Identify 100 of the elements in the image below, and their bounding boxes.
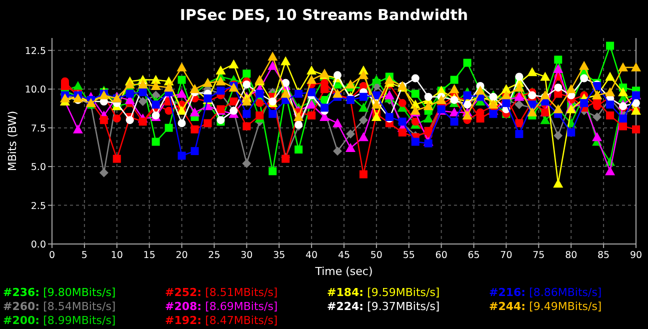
point [306,74,317,84]
point [462,110,472,120]
y-tick-label: 5.0 [30,162,46,174]
point [618,62,628,72]
point [449,107,460,116]
point [371,74,382,84]
y-axis-title: MBits (BW) [6,110,19,172]
point [60,82,69,90]
point [463,58,472,67]
x-tick-label: 65 [468,250,480,261]
point [489,110,498,118]
point [216,86,225,95]
point [176,62,187,72]
x-tick-label: 90 [630,250,642,261]
point [411,138,420,146]
point [553,178,564,188]
text: #236: [9.80MBits/s] [3,286,116,299]
point [515,72,524,81]
point [308,111,316,120]
point [294,90,303,98]
x-tick-label: 50 [370,250,382,261]
text: #244: [9.49MBits/s] [489,300,602,313]
point [126,90,134,98]
point [228,59,239,68]
point [204,119,212,128]
text: #200: [8.99MBits/s] [3,314,116,327]
point [371,112,382,121]
point [150,81,161,90]
point [306,66,317,75]
point [632,125,640,134]
point [554,131,563,140]
point [280,56,291,66]
point [332,118,343,128]
x-tick-label: 80 [565,250,578,261]
point [424,139,432,148]
point [553,64,564,73]
point [268,52,278,61]
point [554,84,562,92]
point [72,124,83,134]
point [99,168,108,178]
point [605,166,616,176]
point [138,88,147,96]
point [554,56,562,64]
y-tick-label: 0.0 [30,240,46,250]
point [463,91,472,100]
point [152,138,160,146]
point [606,100,614,109]
point [242,80,251,88]
point [346,130,355,139]
text: #224: [9.37MBits/s] [327,300,440,313]
x-tick-label: 60 [435,250,448,261]
point [126,116,134,124]
point [230,98,238,106]
point [268,60,278,70]
point [242,110,251,118]
point [606,42,614,50]
x-tick-label: 30 [240,250,253,261]
point [423,114,434,123]
point [411,90,420,98]
point [164,124,173,132]
point [423,101,434,110]
point [112,154,121,163]
point [358,70,368,80]
text: #208: [8.69MBits/s] [165,300,278,313]
x-tick-label: 0 [48,250,56,261]
text: #260: [8.54MBits/s] [3,300,116,313]
point [112,114,121,123]
x-tick-label: 70 [500,250,512,261]
x-tick-label: 75 [532,250,545,261]
point [138,118,147,126]
point [190,107,200,116]
point [502,99,510,108]
point [411,118,420,126]
point [359,170,368,178]
point [190,125,199,134]
point [268,167,277,176]
point [619,122,628,130]
point [618,87,628,96]
point [527,67,538,76]
point [345,79,356,88]
point [592,132,602,142]
x-tick-label: 55 [402,250,415,261]
point [540,72,550,81]
x-tick-label: 5 [81,250,88,261]
point [398,128,406,136]
point [178,119,186,128]
x-tick-label: 15 [143,250,156,261]
point [424,92,432,101]
x-tick-label: 40 [306,250,318,261]
point [540,115,550,124]
point [242,158,252,168]
point [632,99,640,108]
point [359,92,368,101]
point [178,76,186,84]
point [294,146,303,154]
point [72,81,83,90]
point [398,99,406,108]
point [592,112,602,122]
point [242,96,252,106]
point [178,152,186,160]
